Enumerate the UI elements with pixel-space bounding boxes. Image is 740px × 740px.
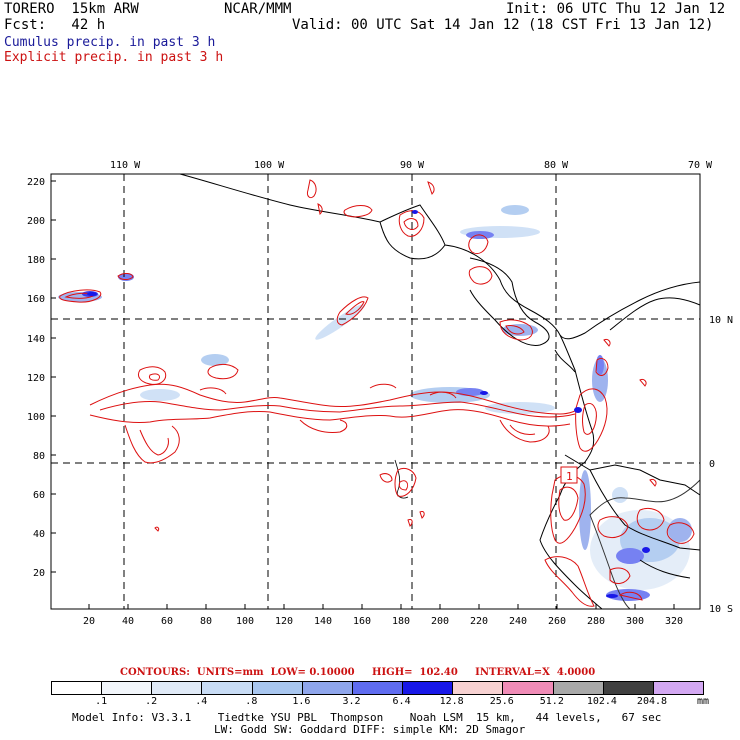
x-tick-60: 60 <box>161 616 174 627</box>
lon-label-90w: 90 W <box>400 160 425 171</box>
colorbar-swatch <box>502 682 553 694</box>
colorbar-swatch <box>251 682 302 694</box>
x-tick-40: 40 <box>122 616 135 627</box>
colorbar-swatch <box>351 682 403 694</box>
cumulus-shading <box>58 205 692 601</box>
x-tick-180: 180 <box>392 616 411 627</box>
y-tick-180: 180 <box>27 255 46 266</box>
y-tick-60: 60 <box>33 490 46 501</box>
lat-label-0: 0 <box>709 459 716 470</box>
explicit-legend: Explicit precip. in past 3 h <box>4 50 224 65</box>
x-tick-260: 260 <box>548 616 567 627</box>
colorbar-swatch <box>652 682 704 694</box>
colorbar-swatch <box>301 682 352 694</box>
colorbar-swatch <box>52 682 102 694</box>
colorbar-label: 51.2 <box>539 696 564 707</box>
colorbar-label: 3.2 <box>342 696 361 707</box>
colorbar-swatch <box>602 682 653 694</box>
y-tick-120: 120 <box>27 373 46 384</box>
y-tick-100: 100 <box>27 412 46 423</box>
station-marker <box>560 466 578 484</box>
y-tick-80: 80 <box>33 451 46 462</box>
x-tick-240: 240 <box>509 616 528 627</box>
y-tick-40: 40 <box>33 529 46 540</box>
valid-time: Valid: 00 UTC Sat 14 Jan 12 (18 CST Fri … <box>292 17 714 33</box>
cumulus-cores <box>87 210 650 598</box>
model-run-label: TORERO 15km ARW <box>4 1 139 17</box>
lat-label-10s: 10 S <box>709 604 734 615</box>
colorbar-label: .1 <box>95 696 108 707</box>
colorbar-labels: .1 .2 .4 .8 1.6 3.2 6.4 12.8 25.6 51.2 102.4 204.8 <box>0 696 740 708</box>
colorbar-swatch <box>452 682 503 694</box>
explicit-contours <box>59 179 695 607</box>
y-tick-140: 140 <box>27 334 46 345</box>
x-tick-100: 100 <box>236 616 255 627</box>
colorbar-label: 25.6 <box>489 696 514 707</box>
colorbar-label: .4 <box>195 696 208 707</box>
colorbar-unit: mm <box>697 696 710 707</box>
lat-label-10n: 10 N <box>709 315 734 326</box>
y-tick-220: 220 <box>27 177 46 188</box>
x-tick-80: 80 <box>200 616 213 627</box>
colorbar-label: 6.4 <box>392 696 411 707</box>
plot-frame <box>50 173 701 610</box>
coastlines <box>179 173 701 610</box>
x-tick-140: 140 <box>314 616 333 627</box>
forecast-hour: Fcst: 42 h <box>4 17 106 33</box>
x-tick-280: 280 <box>587 616 606 627</box>
colorbar <box>51 681 704 695</box>
lon-label-80w: 80 W <box>544 160 569 171</box>
cumulus-legend: Cumulus precip. in past 3 h <box>4 35 216 50</box>
colorbar-swatch <box>151 682 202 694</box>
y-tick-20: 20 <box>33 568 46 579</box>
colorbar-swatch <box>402 682 453 694</box>
colorbar-label: 204.8 <box>636 696 668 707</box>
model-info: Model Info: V3.3.1 Tiedtke YSU PBL Thomp… <box>72 711 662 724</box>
x-tick-120: 120 <box>275 616 294 627</box>
lon-label-70w: 70 W <box>688 160 713 171</box>
y-tick-160: 160 <box>27 294 46 305</box>
init-time: Init: 06 UTC Thu 12 Jan 12 <box>506 1 726 17</box>
lon-label-110w: 110 W <box>110 160 141 171</box>
colorbar-label: .8 <box>245 696 258 707</box>
colorbar-swatch <box>552 682 603 694</box>
colorbar-swatch <box>201 682 252 694</box>
x-tick-160: 160 <box>353 616 372 627</box>
contours-info: CONTOURS: UNITS=mm LOW= 0.10000 HIGH= 10… <box>120 667 596 678</box>
y-tick-200: 200 <box>27 216 46 227</box>
x-tick-200: 200 <box>431 616 450 627</box>
organization-label: NCAR/MMM <box>224 1 292 17</box>
colorbar-label: 102.4 <box>586 696 617 707</box>
x-tick-20: 20 <box>83 616 96 627</box>
physics-info: LW: Godd SW: Goddard DIFF: simple KM: 2D… <box>214 723 526 736</box>
axis-ticks <box>51 180 675 609</box>
x-tick-320: 320 <box>665 616 684 627</box>
station-marker-label: 1 <box>566 470 573 483</box>
x-tick-220: 220 <box>470 616 489 627</box>
colorbar-swatch <box>101 682 152 694</box>
colorbar-label: 1.6 <box>292 696 311 707</box>
lon-label-100w: 100 W <box>254 160 285 171</box>
x-tick-300: 300 <box>626 616 645 627</box>
colorbar-label: .2 <box>145 696 158 707</box>
colorbar-label: 12.8 <box>439 696 464 707</box>
